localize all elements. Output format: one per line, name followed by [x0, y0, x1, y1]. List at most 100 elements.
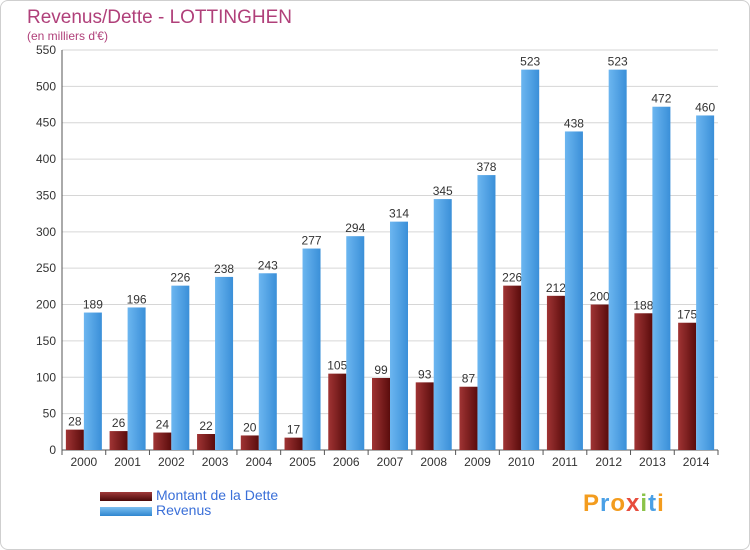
bar-revenus [346, 236, 365, 450]
data-label-revenus: 314 [389, 207, 409, 221]
bar-revenus [127, 307, 146, 450]
bar-dette [678, 322, 697, 450]
bar-dette [634, 313, 653, 450]
bar-dette [546, 295, 565, 450]
data-label-revenus: 196 [127, 292, 147, 306]
bar-revenus [564, 131, 583, 451]
y-tick-label: 500 [36, 79, 56, 93]
bar-dette [372, 378, 390, 450]
y-tick-label: 200 [36, 298, 56, 312]
bar-revenus [258, 273, 277, 450]
data-label-dette: 200 [590, 290, 610, 304]
data-label-dette: 20 [243, 420, 257, 434]
data-label-dette: 17 [287, 423, 301, 437]
data-label-revenus: 523 [520, 55, 540, 69]
x-tick-label: 2011 [552, 455, 578, 469]
data-label-dette: 188 [633, 298, 653, 312]
data-label-revenus: 238 [214, 262, 234, 276]
x-tick-label: 2010 [508, 455, 535, 469]
logo-letter: o [610, 490, 627, 517]
legend-label-dette: Montant de la Dette [156, 487, 279, 503]
logo-letter: i [640, 490, 649, 517]
bar-revenus [302, 248, 321, 450]
logo-letter: r [600, 490, 611, 517]
legend-label-revenus: Revenus [156, 502, 212, 518]
bar-dette [240, 435, 259, 450]
data-label-dette: 93 [418, 367, 432, 381]
x-tick-label: 2006 [333, 455, 360, 469]
y-tick-label: 350 [36, 188, 56, 202]
bar-dette [197, 434, 216, 450]
data-label-dette: 22 [199, 419, 213, 433]
data-label-dette: 28 [68, 415, 82, 429]
data-label-dette: 175 [677, 308, 697, 322]
data-label-dette: 26 [112, 416, 126, 430]
data-label-dette: 212 [546, 281, 566, 295]
bar-revenus [477, 175, 496, 450]
bar-dette [415, 382, 434, 450]
data-label-dette: 87 [462, 372, 476, 386]
bar-dette [503, 285, 522, 450]
data-label-dette: 105 [327, 359, 347, 373]
data-label-dette: 99 [374, 363, 388, 377]
x-tick-label: 2007 [377, 455, 404, 469]
data-label-revenus: 523 [608, 55, 628, 69]
y-tick-label: 150 [36, 334, 56, 348]
bar-revenus [521, 69, 540, 451]
bar-dette [109, 431, 128, 450]
data-label-revenus: 345 [433, 184, 453, 198]
logo-letter: t [648, 490, 658, 517]
x-tick-label: 2002 [158, 455, 185, 469]
x-tick-label: 2003 [202, 455, 229, 469]
y-tick-label: 0 [49, 443, 56, 457]
data-label-revenus: 277 [302, 234, 322, 248]
bar-dette [284, 437, 303, 450]
data-label-dette: 24 [156, 418, 170, 432]
data-label-revenus: 243 [258, 258, 278, 272]
x-tick-label: 2013 [639, 455, 666, 469]
y-tick-label: 50 [43, 407, 57, 421]
bar-dette [65, 429, 84, 450]
bar-revenus [608, 69, 627, 451]
logo-letter: i [657, 490, 665, 517]
x-tick-label: 2014 [683, 455, 710, 469]
logo-letter: P [583, 490, 601, 517]
logo-letter: x [626, 490, 641, 517]
y-tick-label: 250 [36, 261, 56, 275]
chart-subtitle: (en milliers d'€) [27, 29, 108, 43]
data-label-revenus: 438 [564, 116, 584, 130]
bar-revenus [215, 276, 234, 450]
x-tick-label: 2012 [595, 455, 622, 469]
x-tick-label: 2004 [245, 455, 272, 469]
data-label-revenus: 189 [83, 298, 103, 312]
proxiti-logo: Proxiti [583, 490, 665, 518]
bar-revenus [433, 199, 452, 450]
legend-swatch-revenus [100, 507, 152, 516]
bar-revenus [390, 221, 408, 450]
data-label-revenus: 226 [170, 271, 190, 285]
x-tick-label: 2001 [114, 455, 141, 469]
x-tick-label: 2009 [464, 455, 491, 469]
x-tick-label: 2005 [289, 455, 316, 469]
bar-dette [328, 373, 347, 450]
data-label-dette: 226 [502, 271, 522, 285]
bar-dette [590, 304, 609, 450]
data-label-revenus: 472 [651, 92, 671, 106]
legend-swatch-dette [100, 492, 152, 501]
bar-dette [153, 432, 172, 450]
bar-revenus [83, 312, 102, 450]
y-tick-label: 400 [36, 152, 56, 166]
bar-revenus [171, 285, 190, 450]
y-tick-label: 450 [36, 116, 56, 130]
bar-revenus [696, 115, 715, 451]
x-tick-label: 2008 [420, 455, 447, 469]
bar-dette [459, 386, 478, 450]
data-label-revenus: 460 [695, 100, 715, 114]
data-label-revenus: 294 [345, 221, 365, 235]
bar-revenus [652, 106, 671, 451]
chart-title: Revenus/Dette - LOTTINGHEN [27, 7, 293, 28]
data-label-revenus: 378 [476, 160, 496, 174]
y-tick-label: 550 [36, 43, 56, 57]
x-tick-label: 2000 [71, 455, 98, 469]
